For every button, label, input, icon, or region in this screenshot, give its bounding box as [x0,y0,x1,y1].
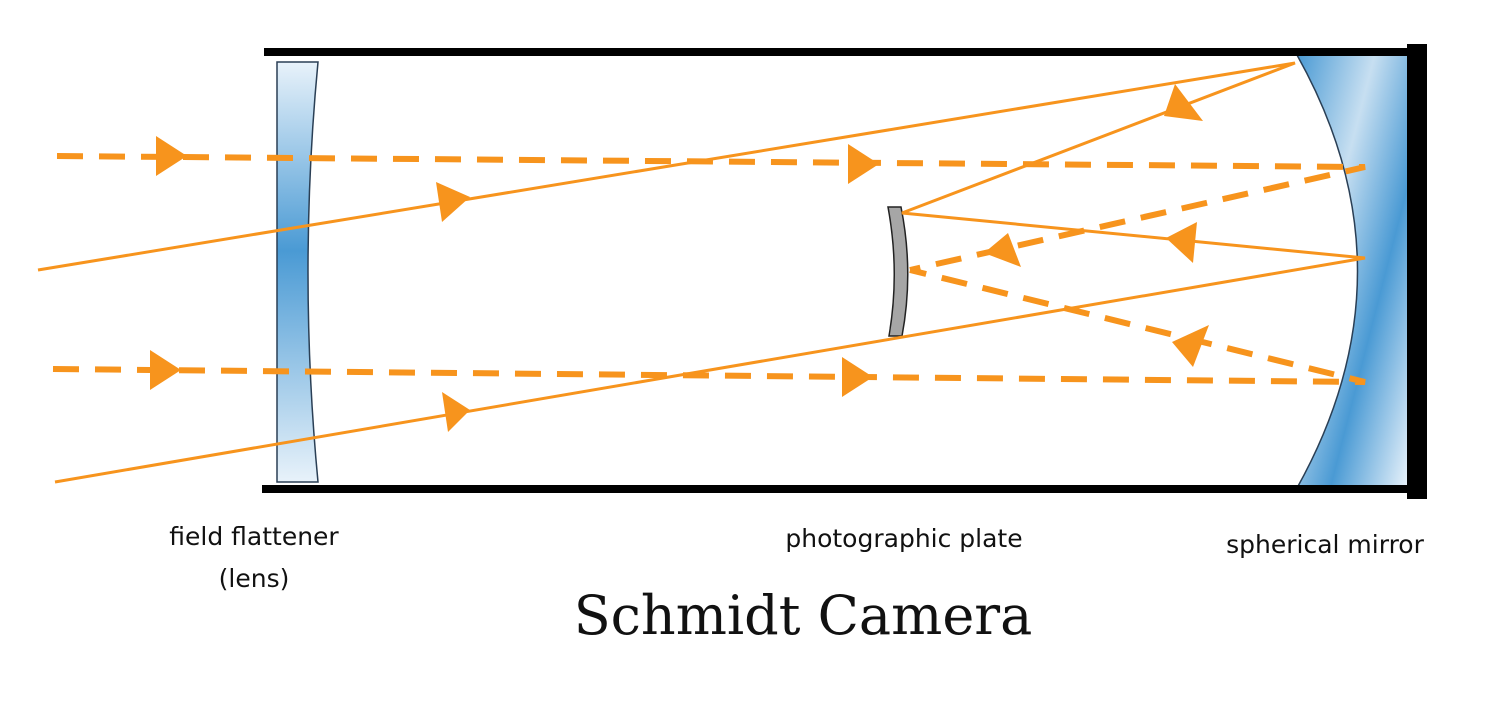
triangle-arrow-icon [1172,325,1209,367]
photographic-plate-label: photographic plate [785,524,1022,553]
triangle-arrow-icon [156,136,187,176]
triangle-arrow-icon [1164,84,1203,121]
triangle-arrow-icon [436,182,470,222]
solid-rays [38,63,1365,482]
dashed-rays [53,156,1365,382]
telescope-tube [262,44,1417,499]
field-flattener-lens [277,62,318,482]
diagram-title: Schmidt Camera [574,584,1033,647]
spherical-mirror-label: spherical mirror [1226,530,1424,559]
triangle-arrow-icon [848,144,879,184]
dashed-ray-upper [57,156,1365,270]
triangle-arrow-icon [842,357,873,397]
field-flattener-sublabel: (lens) [219,564,290,593]
field-flattener-label: field flattener [169,522,339,551]
dashed-ray-lower [53,270,1365,382]
triangle-arrow-icon [442,392,470,432]
photographic-plate [888,207,908,336]
triangle-arrow-icon [1166,222,1197,263]
triangle-arrow-icon [150,350,181,390]
triangle-arrow-icon [984,233,1021,267]
solid-ray-upper [38,63,1365,482]
spherical-mirror [1297,55,1408,488]
